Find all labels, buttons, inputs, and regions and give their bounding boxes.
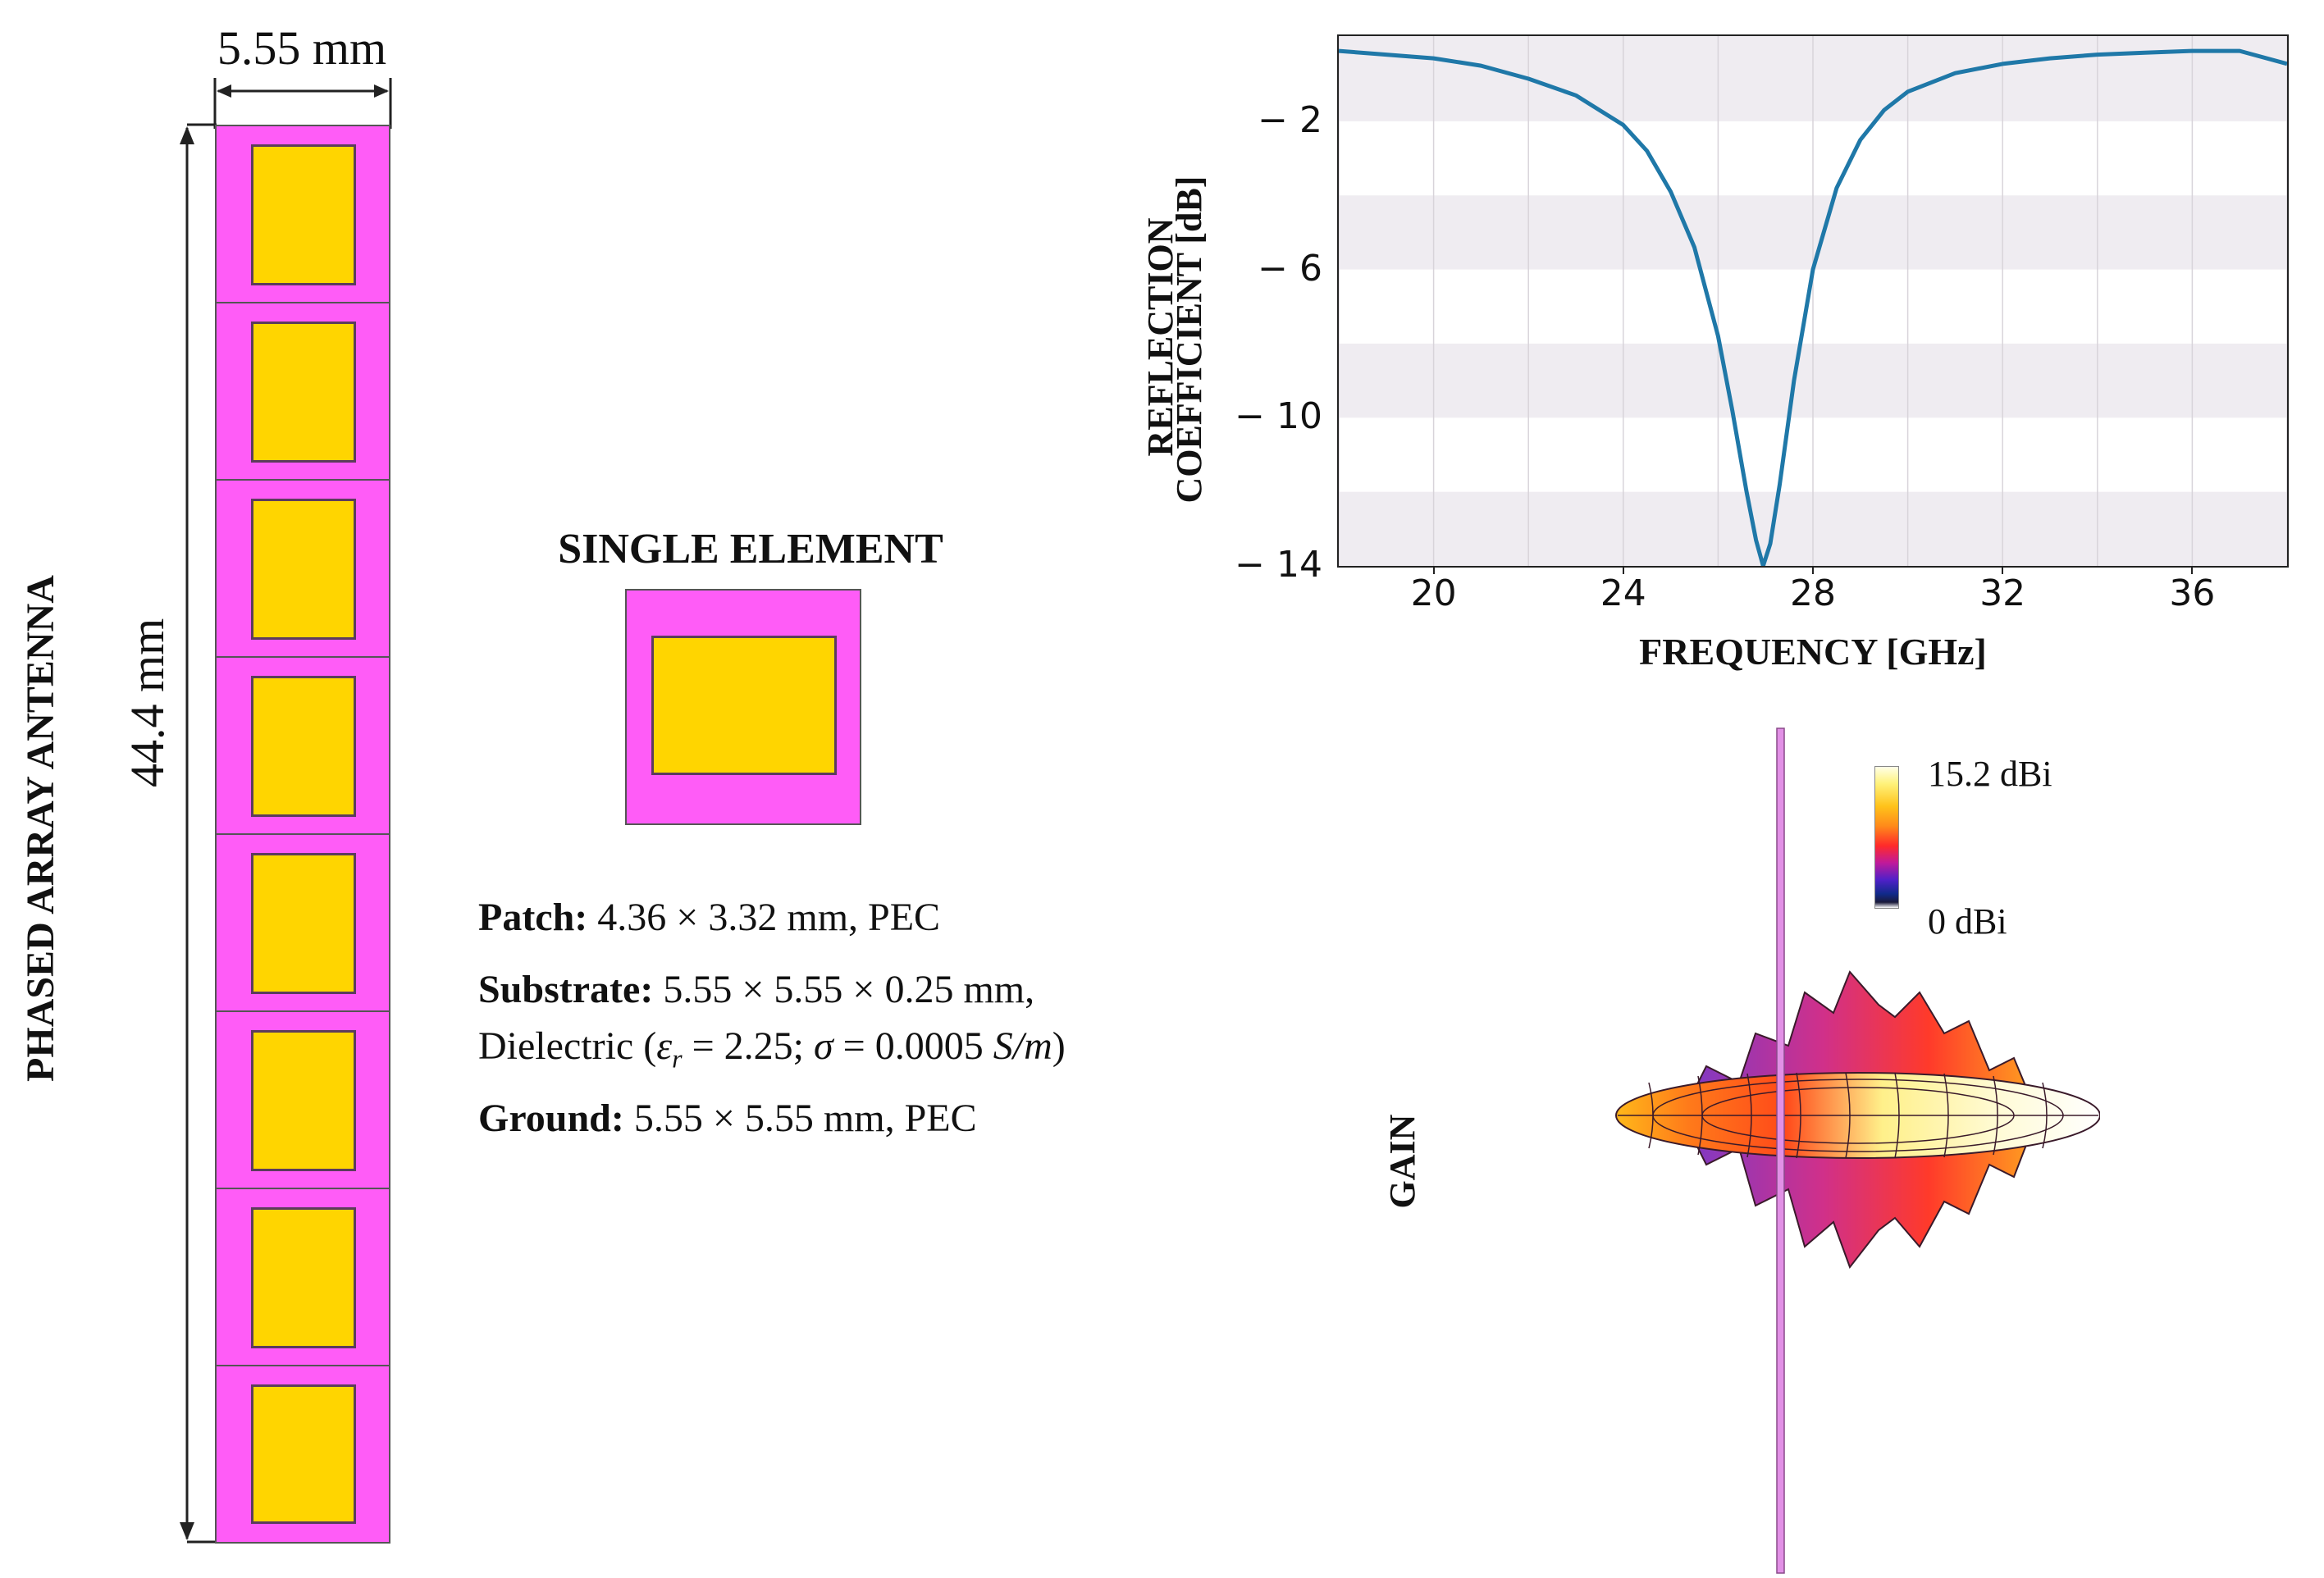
patch xyxy=(251,676,356,817)
epsilon-subscript: r xyxy=(672,1043,683,1074)
ground-spec-value: 5.55 × 5.55 mm, PEC xyxy=(633,1097,977,1140)
epsilon-value: = 2.25; xyxy=(682,1024,814,1068)
patch-spec: Patch: 4.36 × 3.32 mm, PEC xyxy=(478,898,940,937)
sigma-unit: S/m xyxy=(993,1024,1052,1068)
reflection-coefficient-chart xyxy=(1337,34,2289,568)
array-element xyxy=(217,481,389,658)
colorbar-min-label: 0 dBi xyxy=(1928,901,2007,942)
dielectric-prefix: Dielectric ( xyxy=(478,1024,657,1068)
y-tick-label: − 6 xyxy=(1258,247,1322,290)
array-element xyxy=(217,126,389,303)
array-title: PHASED ARRAY ANTENNA xyxy=(19,575,62,1082)
epsilon-symbol: ε xyxy=(656,1024,673,1068)
antenna-rod xyxy=(1776,727,1785,1574)
array-element xyxy=(217,658,389,835)
patch xyxy=(251,853,356,994)
patch xyxy=(251,144,356,285)
height-dimension-arrow xyxy=(180,123,217,1544)
phased-array-antenna xyxy=(215,125,390,1544)
patch-spec-value: 4.36 × 3.32 mm, PEC xyxy=(597,896,941,939)
y-tick-label: − 10 xyxy=(1235,395,1322,438)
single-element-title: SINGLE ELEMENT xyxy=(558,526,943,572)
ground-spec-label: Ground: xyxy=(478,1097,624,1140)
substrate-spec: Substrate: 5.55 × 5.55 × 0.25 mm, xyxy=(478,970,1034,1010)
x-tick-label: 20 xyxy=(1410,572,1457,614)
patch xyxy=(251,1384,356,1524)
patch xyxy=(251,1207,356,1348)
x-tick-mark xyxy=(1432,566,1435,574)
x-tick-label: 32 xyxy=(1979,572,2026,614)
y-tick-label: − 2 xyxy=(1258,98,1322,141)
patch-spec-label: Patch: xyxy=(478,896,588,939)
sigma-value: = 0.0005 xyxy=(833,1024,993,1068)
x-tick-mark xyxy=(1622,566,1624,574)
width-dimension-arrow xyxy=(213,78,392,129)
single-patch xyxy=(651,636,837,775)
chart-svg xyxy=(1338,36,2288,568)
x-tick-label: 36 xyxy=(2169,572,2216,614)
y-tick-label: − 14 xyxy=(1235,544,1322,586)
x-tick-mark xyxy=(1812,566,1814,574)
substrate-spec-label: Substrate: xyxy=(478,968,654,1011)
substrate-spec-value: 5.55 × 5.55 × 0.25 mm, xyxy=(663,968,1035,1011)
colorbar-max-label: 15.2 dBi xyxy=(1928,754,2052,794)
array-element xyxy=(217,303,389,481)
chart-xlabel: FREQUENCY [GHz] xyxy=(1639,631,1987,673)
dielectric-suffix: ) xyxy=(1052,1024,1066,1068)
s11-curve xyxy=(1338,48,2288,568)
array-element xyxy=(217,835,389,1012)
x-tick-mark xyxy=(2191,566,2194,574)
x-tick-label: 24 xyxy=(1600,572,1646,614)
patch xyxy=(251,322,356,463)
width-dimension-label: 5.55 mm xyxy=(217,21,387,75)
chart-ylabel-line2: COEFFICIENT [dB] xyxy=(1169,176,1209,504)
array-element xyxy=(217,1366,389,1542)
gain-radiation-pattern xyxy=(1615,727,2100,1574)
x-tick-mark xyxy=(2002,566,2004,574)
height-dimension-label: 44.4 mm xyxy=(121,618,174,787)
single-element-diagram xyxy=(625,589,861,825)
patch xyxy=(251,1030,356,1171)
dielectric-spec: Dielectric (εr = 2.25; σ = 0.0005 S/m) xyxy=(478,1027,1066,1072)
array-element xyxy=(217,1012,389,1189)
sigma-symbol: σ xyxy=(813,1024,833,1068)
patch xyxy=(251,499,356,640)
x-tick-label: 28 xyxy=(1790,572,1836,614)
array-element xyxy=(217,1189,389,1366)
gain-label: GAIN xyxy=(1382,1114,1422,1209)
ground-spec: Ground: 5.55 × 5.55 mm, PEC xyxy=(478,1099,977,1138)
gain-colorbar xyxy=(1874,766,1899,909)
